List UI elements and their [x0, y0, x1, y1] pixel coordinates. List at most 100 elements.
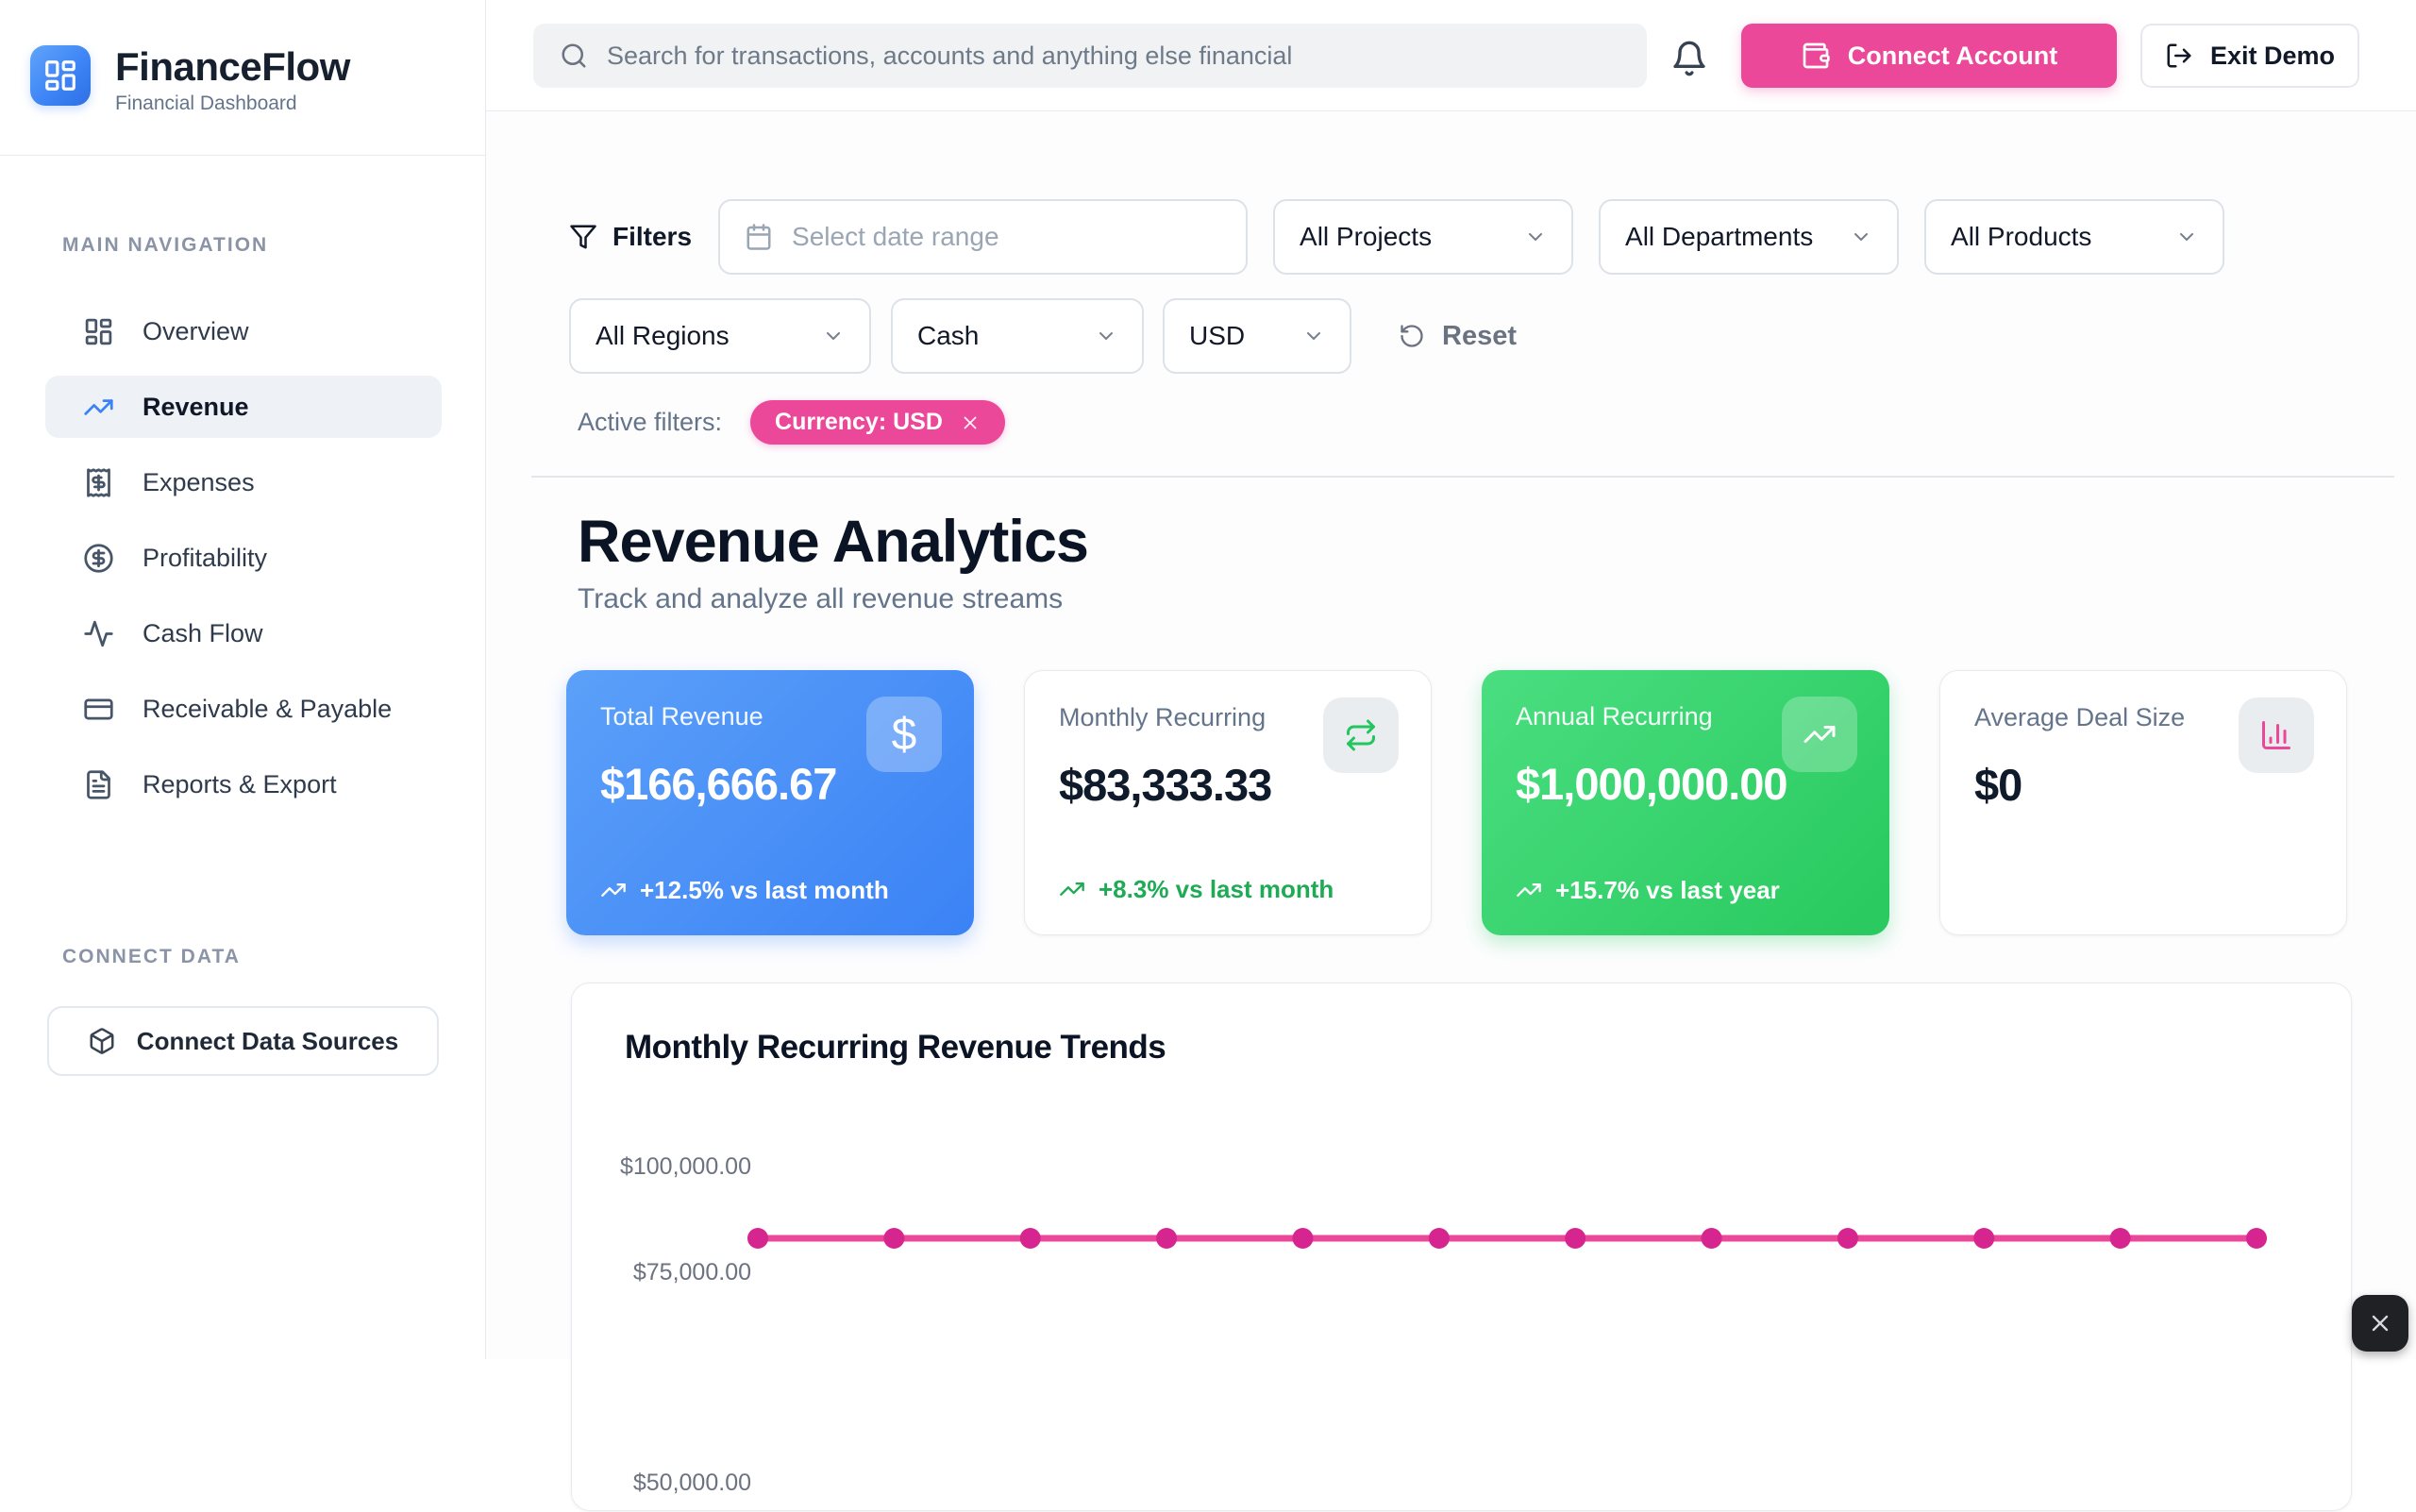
stat-delta: +12.5% vs last month: [600, 874, 912, 907]
stat-delta: +8.3% vs last month: [1059, 873, 1370, 906]
nav-section-heading: MAIN NAVIGATION: [62, 234, 269, 256]
dollar-icon: $: [866, 697, 942, 772]
products-select[interactable]: All Products: [1924, 199, 2225, 275]
trending-up-icon: [1782, 697, 1857, 772]
remove-filter-icon[interactable]: [960, 412, 981, 433]
app-title: FinanceFlow: [115, 44, 350, 89]
app-logo-icon: [30, 45, 91, 106]
filters-toggle[interactable]: Filters: [569, 222, 692, 252]
accounting-basis-select[interactable]: Cash: [891, 298, 1144, 374]
regions-select[interactable]: All Regions: [569, 298, 871, 374]
stat-card-monthly-recurring[interactable]: Monthly Recurring $83,333.33 +8.3% vs la…: [1024, 670, 1432, 935]
sidebar-item-cash-flow[interactable]: Cash Flow: [45, 602, 442, 664]
sidebar-item-label: Receivable & Payable: [143, 694, 393, 723]
main-content: Filters Select date range All Projects A…: [486, 111, 2416, 1511]
box-icon: [90, 1028, 114, 1054]
sidebar-item-expenses[interactable]: Expenses: [45, 451, 442, 513]
mrr-line-chart[interactable]: [572, 983, 2353, 1512]
dashboard-icon: [85, 318, 112, 344]
connect-account-button[interactable]: Connect Account: [1741, 24, 2117, 88]
chart-title: Monthly Recurring Revenue Trends: [625, 1029, 1166, 1066]
activity-icon: [84, 620, 113, 647]
trending-up-icon: [84, 398, 113, 415]
brand: FinanceFlow Financial Dashboard: [30, 44, 350, 115]
connect-data-sources-button[interactable]: Connect Data Sources: [47, 1006, 439, 1076]
trend-up-icon: [601, 883, 626, 898]
search-icon: [562, 43, 586, 68]
stat-value: $166,666.67: [600, 759, 837, 809]
sidebar-item-label: Reports & Export: [143, 769, 337, 798]
search-input[interactable]: [607, 41, 1620, 71]
sidebar-item-receivable-payable[interactable]: Receivable & Payable: [45, 678, 442, 740]
chevron-down-icon: [1854, 233, 1869, 241]
projects-select[interactable]: All Projects: [1273, 199, 1574, 275]
stat-label: Monthly Recurring: [1059, 703, 1267, 731]
stat-card-total-revenue[interactable]: Total Revenue $166,666.67 +12.5% vs last…: [566, 670, 974, 935]
close-icon: [2372, 1315, 2389, 1332]
sidebar-item-label: Profitability: [143, 543, 268, 572]
stat-label: Total Revenue: [600, 702, 763, 731]
receipt-icon: [87, 467, 110, 497]
stat-delta: +15.7% vs last year: [1516, 874, 1827, 907]
reset-label: Reset: [1442, 320, 1517, 351]
funnel-icon: [570, 225, 596, 249]
stat-value: $1,000,000.00: [1516, 759, 1788, 809]
bar-chart-icon: [2239, 697, 2314, 773]
stat-card-average-deal-size[interactable]: Average Deal Size $0: [1939, 670, 2347, 935]
repeat-icon: [1323, 697, 1399, 773]
bell-icon: [1673, 41, 1705, 76]
filters-row-2: All Regions Cash USD Reset: [563, 298, 1517, 374]
connect-account-label: Connect Account: [1847, 41, 2058, 70]
sidebar-item-label: Overview: [143, 316, 249, 345]
file-text-icon: [87, 769, 110, 799]
credit-card-icon: [84, 698, 113, 719]
chevron-down-icon: [2180, 233, 2194, 241]
app-subtitle: Financial Dashboard: [115, 92, 297, 115]
active-filter-chip-currency[interactable]: Currency: USD: [750, 400, 1005, 445]
page-subtitle: Track and analyze all revenue streams: [578, 583, 1064, 614]
chevron-down-icon: [1307, 332, 1320, 340]
active-filters-label: Active filters:: [578, 408, 723, 436]
connect-data-sources-label: Connect Data Sources: [136, 1026, 399, 1055]
overlay-close-button[interactable]: [2352, 1295, 2408, 1352]
section-divider: [531, 476, 2394, 478]
exit-demo-button[interactable]: Exit Demo: [2140, 24, 2359, 88]
date-range-input[interactable]: Select date range: [718, 199, 1249, 275]
sidebar-item-reports-export[interactable]: Reports & Export: [45, 753, 442, 815]
notifications-button[interactable]: [1670, 36, 1716, 81]
global-search[interactable]: [533, 24, 1647, 88]
exit-demo-label: Exit Demo: [2209, 41, 2336, 70]
stat-value: $83,333.33: [1059, 760, 1272, 810]
chevron-down-icon: [827, 332, 840, 340]
top-bar: Connect Account Exit Demo: [486, 0, 2416, 111]
filters-row-1: Filters Select date range All Projects A…: [569, 199, 2225, 275]
y-axis-tick-100k: $100,000.00: [619, 1153, 751, 1180]
sidebar-divider: [0, 155, 486, 156]
dollar-circle-icon: [84, 543, 113, 573]
mrr-trends-chart-card: Monthly Recurring Revenue Trends $100,00…: [571, 983, 2352, 1511]
sidebar-item-label: Expenses: [143, 467, 255, 496]
stat-value: $0: [1974, 760, 2022, 810]
stat-label: Average Deal Size: [1974, 703, 2186, 731]
currency-select[interactable]: USD: [1163, 298, 1351, 374]
page-title: Revenue Analytics: [578, 509, 1089, 575]
trend-up-icon: [1060, 882, 1084, 897]
sidebar-item-revenue[interactable]: Revenue: [45, 376, 442, 438]
trend-up-icon: [1517, 883, 1541, 898]
calendar-icon: [747, 224, 771, 250]
sidebar: FinanceFlow Financial Dashboard MAIN NAV…: [0, 0, 486, 1359]
chevron-down-icon: [1099, 332, 1113, 340]
date-range-placeholder: Select date range: [792, 222, 999, 251]
departments-select[interactable]: All Departments: [1599, 199, 1900, 275]
sidebar-item-label: Revenue: [143, 392, 249, 421]
stat-card-annual-recurring[interactable]: Annual Recurring $1,000,000.00 +15.7% vs…: [1482, 670, 1889, 935]
filters-label: Filters: [612, 222, 693, 251]
log-out-icon: [2167, 43, 2191, 68]
wallet-icon: [1803, 42, 1830, 69]
sidebar-item-profitability[interactable]: Profitability: [45, 527, 442, 589]
chevron-down-icon: [1529, 233, 1543, 241]
connect-section-heading: CONNECT DATA: [62, 946, 241, 967]
reset-filters-button[interactable]: Reset: [1399, 321, 1517, 352]
rotate-ccw-icon: [1401, 325, 1423, 347]
sidebar-item-overview[interactable]: Overview: [45, 300, 442, 362]
